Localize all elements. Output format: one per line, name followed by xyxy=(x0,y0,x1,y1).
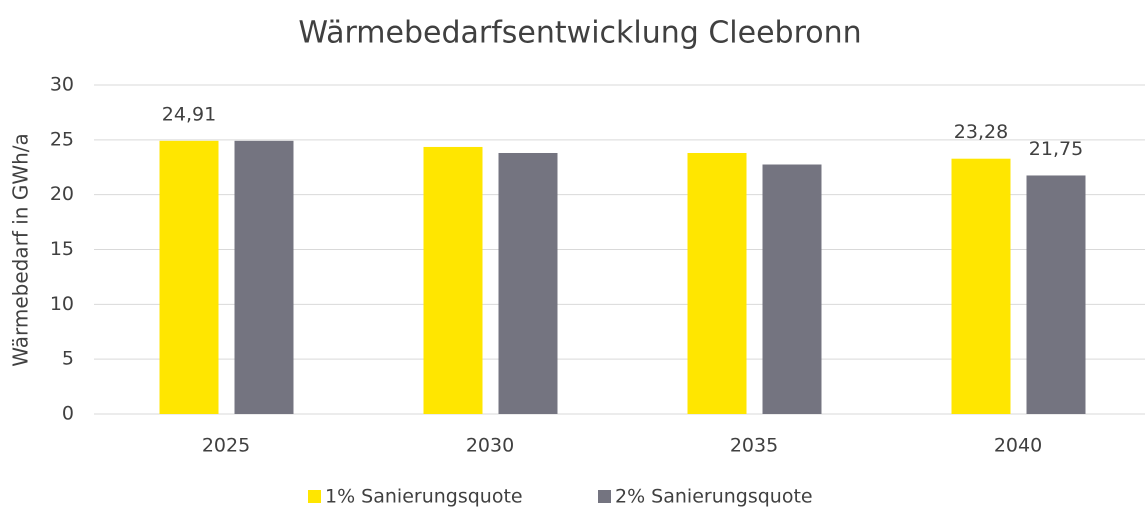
x-tick-label: 2040 xyxy=(994,435,1042,457)
data-label: 23,28 xyxy=(954,121,1008,143)
bar xyxy=(1026,175,1086,414)
bar xyxy=(234,140,294,415)
x-tick-label: 2030 xyxy=(466,435,514,457)
y-tick-label: 20 xyxy=(50,183,74,205)
bar xyxy=(951,158,1011,414)
bar xyxy=(498,152,558,414)
bar xyxy=(762,164,822,414)
bar xyxy=(687,152,747,414)
chart-title: Wärmebedarfsentwicklung Cleebronn xyxy=(298,16,861,51)
legend-swatch xyxy=(598,490,611,503)
legend-label: 2% Sanierungsquote xyxy=(615,486,813,508)
y-tick-label: 15 xyxy=(50,238,74,260)
legend-swatch xyxy=(308,490,321,503)
x-tick-label: 2025 xyxy=(202,435,250,457)
y-tick-label: 5 xyxy=(62,348,74,370)
y-axis-label: Wärmebedarf in GWh/a xyxy=(9,133,33,367)
data-label: 24,91 xyxy=(162,103,216,125)
data-label: 21,75 xyxy=(1029,138,1083,160)
bar xyxy=(159,140,219,415)
bar xyxy=(423,146,483,414)
x-tick-label: 2035 xyxy=(730,435,778,457)
y-tick-label: 0 xyxy=(62,403,74,425)
y-tick-label: 25 xyxy=(50,128,74,150)
legend-label: 1% Sanierungsquote xyxy=(325,486,523,508)
y-tick-label: 10 xyxy=(50,293,74,315)
y-tick-label: 30 xyxy=(50,74,74,96)
